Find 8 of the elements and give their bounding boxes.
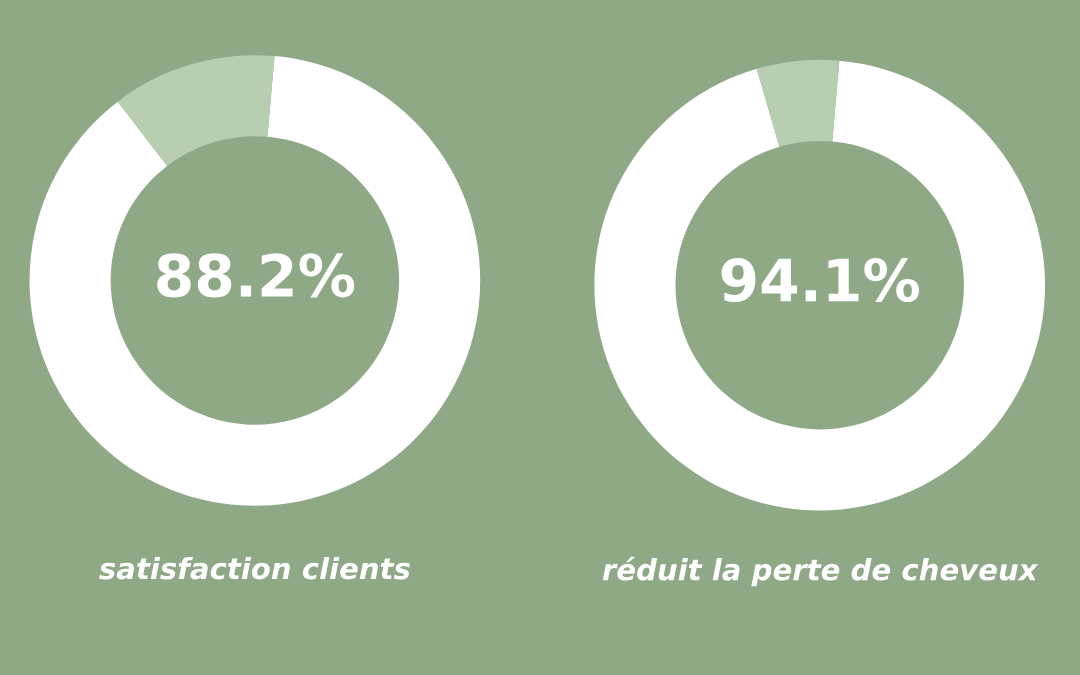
donut-slice <box>594 60 1046 511</box>
text: satisfaction clients <box>99 556 410 580</box>
data-label: 94.1% <box>721 257 920 303</box>
donut-slice <box>756 59 840 147</box>
donut-slice <box>117 55 275 167</box>
text: réduit la perte de cheveux <box>602 556 1039 587</box>
data-label: 88.2% <box>157 253 355 298</box>
donut-slice <box>29 55 481 506</box>
